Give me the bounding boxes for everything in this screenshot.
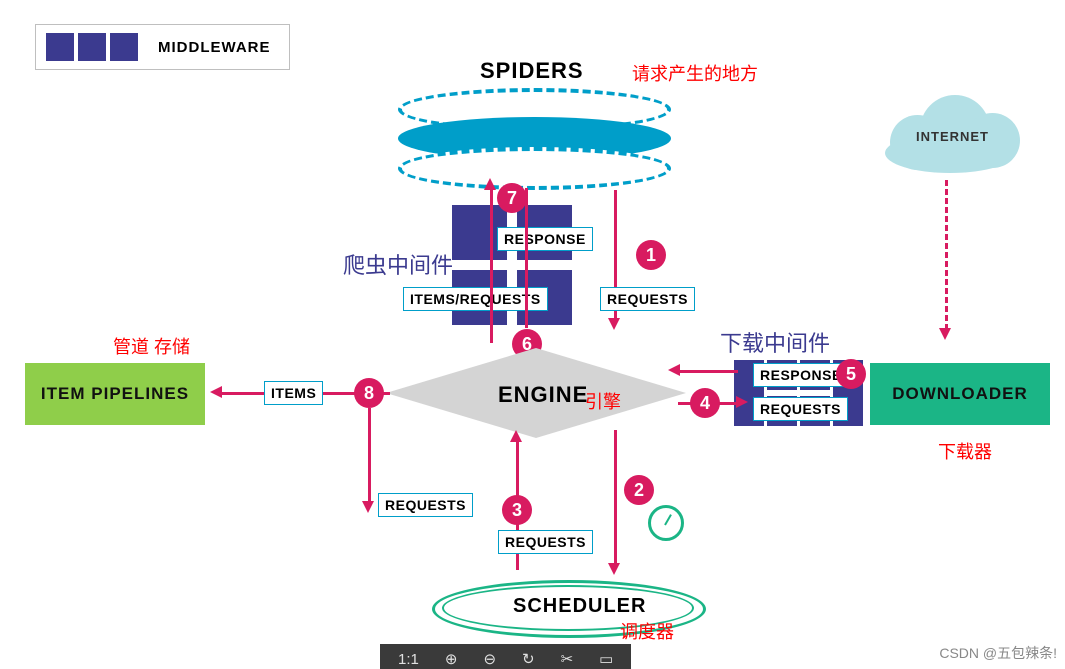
item-pipelines-label: ITEM PIPELINES xyxy=(41,384,189,404)
legend-label: MIDDLEWARE xyxy=(158,39,271,56)
arrow-2 xyxy=(614,430,617,565)
arrow-internet-head xyxy=(939,328,951,340)
step-2: 2 xyxy=(624,475,654,505)
grid-icon[interactable]: ▭ xyxy=(599,650,613,668)
scheduler-label: SCHEDULER xyxy=(513,595,646,618)
step-5: 5 xyxy=(836,359,866,389)
spider-disk-icon xyxy=(398,147,671,190)
arrow-8-drop xyxy=(368,408,371,503)
crop-icon[interactable]: ✂ xyxy=(561,650,574,668)
arrow-8-head xyxy=(210,386,222,398)
spiders-title: SPIDERS xyxy=(480,58,584,84)
rotate-icon[interactable]: ↻ xyxy=(522,650,535,668)
zoom-in-icon[interactable]: ⊕ xyxy=(445,650,458,668)
engine-annotation: 引擎 xyxy=(585,388,621,414)
arrow-7 xyxy=(490,188,493,343)
middleware-icon xyxy=(110,33,138,61)
step-8: 8 xyxy=(354,378,384,408)
arrow-1-head xyxy=(608,318,620,330)
internet-cloud: INTERNET xyxy=(870,85,1030,180)
arrow-4-head xyxy=(736,396,748,408)
internet-label: INTERNET xyxy=(916,129,989,144)
legend-middleware: MIDDLEWARE xyxy=(35,24,290,70)
engine-label: ENGINE xyxy=(498,382,588,408)
middleware-icon xyxy=(78,33,106,61)
downloader-middleware-annotation: 下载中间件 xyxy=(720,326,830,358)
diagram-canvas: MIDDLEWARE SPIDERS 请求产生的地方 INTERNET 1 RE… xyxy=(0,0,1065,669)
spider-middleware-annotation: 爬虫中间件 xyxy=(343,248,453,280)
label-requests-dm: REQUESTS xyxy=(753,397,848,421)
zoom-out-icon[interactable]: ⊖ xyxy=(483,650,496,668)
watermark: CSDN @五包辣条! xyxy=(939,643,1057,663)
item-pipelines-box: ITEM PIPELINES xyxy=(25,363,205,425)
arrow-5-head xyxy=(668,364,680,376)
arrow-7-head xyxy=(484,178,496,190)
arrow-6-line xyxy=(525,188,528,328)
downloader-label: DOWNLOADER xyxy=(892,384,1028,404)
arrow-8-drop-head xyxy=(362,501,374,513)
arrow-3-head xyxy=(510,430,522,442)
label-requests-3: REQUESTS xyxy=(498,530,593,554)
downloader-box: DOWNLOADER xyxy=(870,363,1050,425)
arrow-5 xyxy=(678,370,738,373)
step-3: 3 xyxy=(502,495,532,525)
step-7: 7 xyxy=(497,183,527,213)
step-1: 1 xyxy=(636,240,666,270)
item-pipelines-annotation: 管道 存储 xyxy=(113,333,190,359)
spiders-annotation: 请求产生的地方 xyxy=(632,60,758,86)
middleware-icon xyxy=(46,33,74,61)
label-response: RESPONSE xyxy=(497,227,593,251)
label-requests: REQUESTS xyxy=(600,287,695,311)
downloader-annotation: 下载器 xyxy=(938,438,992,464)
step-4: 4 xyxy=(690,388,720,418)
label-items: ITEMS xyxy=(264,381,323,405)
ratio-label[interactable]: 1:1 xyxy=(398,651,419,668)
arrow-2-head xyxy=(608,563,620,575)
scheduler-annotation: 调度器 xyxy=(620,618,674,644)
label-response-dm: RESPONSE xyxy=(753,363,849,387)
arrow-internet-down xyxy=(945,180,948,330)
label-requests-8: REQUESTS xyxy=(378,493,473,517)
clock-icon xyxy=(648,505,684,541)
viewer-toolbar: 1:1 ⊕ ⊖ ↻ ✂ ▭ xyxy=(380,644,631,669)
